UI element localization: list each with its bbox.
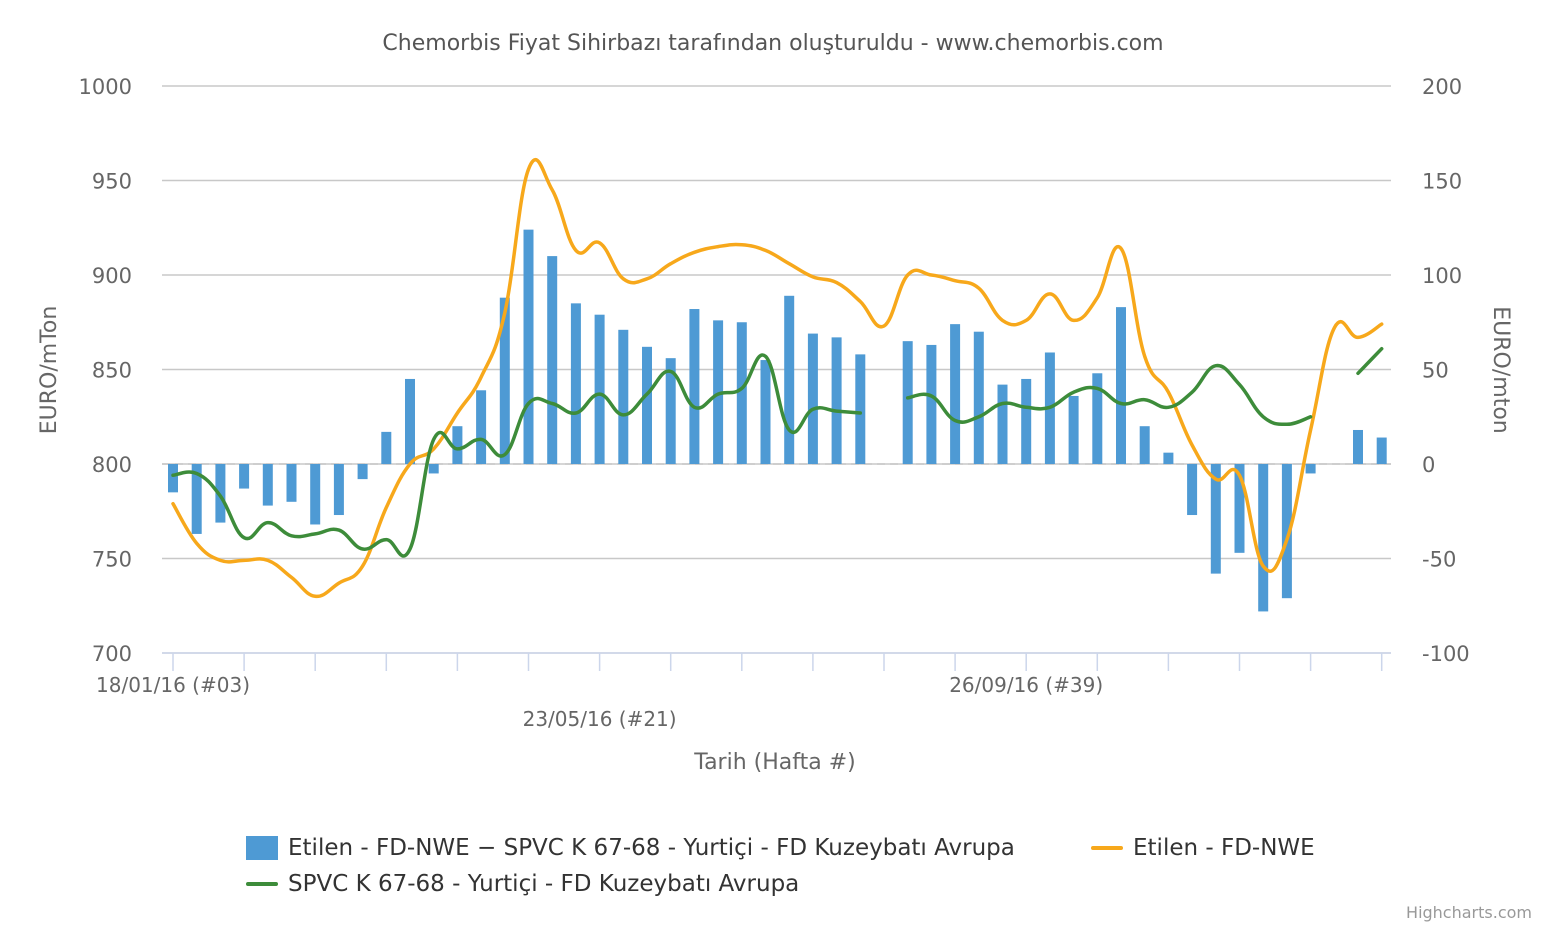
bar[interactable]	[1353, 429, 1363, 464]
x-tick-label: 18/01/16 (#03)	[96, 673, 250, 697]
bar[interactable]	[1187, 464, 1198, 516]
bar[interactable]	[310, 464, 321, 525]
bar[interactable]	[523, 229, 534, 464]
bar[interactable]	[405, 378, 415, 464]
bar[interactable]	[428, 464, 439, 474]
bar[interactable]	[286, 464, 297, 502]
bar[interactable]	[689, 309, 700, 464]
legend-swatch-spread	[246, 836, 278, 860]
bar[interactable]	[997, 384, 1008, 464]
y-left-tick-label: 1000	[79, 75, 132, 99]
bar[interactable]	[262, 464, 273, 506]
legend-swatch-spvc	[246, 882, 278, 886]
bar[interactable]	[736, 322, 747, 464]
bar[interactable]	[618, 329, 629, 464]
bar[interactable]	[784, 295, 795, 464]
bar[interactable]	[1376, 437, 1387, 464]
bar[interactable]	[926, 344, 937, 464]
bar[interactable]	[665, 358, 676, 464]
bar[interactable]	[1068, 395, 1079, 464]
grid-lines	[162, 85, 1391, 654]
bar[interactable]	[333, 464, 344, 516]
bar[interactable]	[1021, 378, 1032, 464]
bar[interactable]	[168, 464, 178, 493]
bar[interactable]	[1116, 307, 1126, 464]
bar[interactable]	[713, 320, 724, 464]
legend-item-spread[interactable]: Etilen - FD-NWE − SPVC K 67-68 - Yurtiçi…	[246, 835, 1015, 861]
y-axis-right-title: EURO/mton	[1488, 306, 1513, 433]
bar[interactable]	[191, 464, 202, 534]
y-axis-left-title: EURO/mTon	[37, 306, 62, 435]
bar[interactable]	[381, 431, 392, 464]
bar[interactable]	[452, 426, 463, 464]
bar[interactable]	[1139, 426, 1150, 464]
y-left-tick-label: 800	[92, 453, 132, 477]
x-axis-title: Tarih (Hafta #)	[693, 750, 855, 775]
bar[interactable]	[1281, 464, 1292, 599]
line-spvc[interactable]	[1356, 346, 1384, 376]
y-right-tick-label: 0	[1422, 453, 1435, 477]
bar[interactable]	[357, 464, 368, 480]
legend-label-spread: Etilen - FD-NWE − SPVC K 67-68 - Yurtiçi…	[288, 835, 1015, 861]
bar[interactable]	[239, 464, 250, 489]
bar[interactable]	[855, 354, 866, 464]
bar[interactable]	[973, 331, 984, 464]
y-axis-left: 700 750 800 850 900 950 1000	[79, 75, 132, 666]
legend-item-etilen[interactable]: Etilen - FD-NWE	[1091, 835, 1315, 861]
bar[interactable]	[1258, 464, 1269, 612]
line-spvc[interactable]	[171, 353, 863, 558]
credits-link[interactable]: Highcharts.com	[1406, 903, 1532, 922]
y-right-tick-label: -100	[1422, 642, 1470, 666]
bar[interactable]	[594, 314, 605, 464]
y-left-tick-label: 900	[92, 264, 132, 288]
y-axis-right: -100 -50 0 50 100 150 200	[1422, 75, 1470, 666]
bar[interactable]	[760, 360, 771, 464]
line-spvc[interactable]	[905, 363, 1313, 427]
bar[interactable]	[950, 324, 961, 464]
legend-label-etilen: Etilen - FD-NWE	[1133, 835, 1315, 861]
bar[interactable]	[831, 337, 842, 464]
bar[interactable]	[642, 346, 652, 464]
bar[interactable]	[1234, 464, 1245, 553]
bar[interactable]	[1210, 464, 1221, 574]
bar[interactable]	[1092, 373, 1103, 464]
chart-title: Chemorbis Fiyat Sihirbazı tarafından olu…	[382, 31, 1163, 56]
bar[interactable]	[1305, 464, 1316, 474]
y-right-tick-label: 150	[1422, 170, 1462, 194]
line-series	[171, 158, 1384, 599]
x-tick-label: 26/09/16 (#39)	[949, 673, 1103, 697]
legend-label-spvc: SPVC K 67-68 - Yurtiçi - FD Kuzeybatı Av…	[288, 871, 800, 897]
bar[interactable]	[570, 303, 581, 464]
bar-series	[168, 229, 1387, 612]
y-left-tick-label: 700	[92, 642, 132, 666]
y-right-tick-label: 200	[1422, 75, 1462, 99]
y-right-tick-label: 50	[1422, 359, 1449, 383]
y-right-tick-label: 100	[1422, 264, 1462, 288]
y-left-tick-label: 850	[92, 359, 132, 383]
x-axis: 18/01/16 (#03) 23/05/16 (#21) 26/09/16 (#3…	[96, 652, 1391, 731]
legend-item-spvc[interactable]: SPVC K 67-68 - Yurtiçi - FD Kuzeybatı Av…	[246, 871, 799, 897]
combo-chart: Chemorbis Fiyat Sihirbazı tarafından olu…	[37, 31, 1513, 775]
bar[interactable]	[807, 333, 818, 464]
line-etilen[interactable]	[171, 158, 1384, 599]
y-left-tick-label: 750	[92, 548, 132, 572]
bar[interactable]	[547, 256, 558, 464]
legend-swatch-etilen	[1091, 846, 1123, 850]
bar[interactable]	[1163, 452, 1174, 464]
x-tick-label: 23/05/16 (#21)	[523, 707, 677, 731]
bar[interactable]	[499, 297, 510, 464]
bar[interactable]	[902, 341, 913, 464]
y-left-tick-label: 950	[92, 170, 132, 194]
y-right-tick-label: -50	[1422, 548, 1456, 572]
bar[interactable]	[476, 390, 487, 464]
